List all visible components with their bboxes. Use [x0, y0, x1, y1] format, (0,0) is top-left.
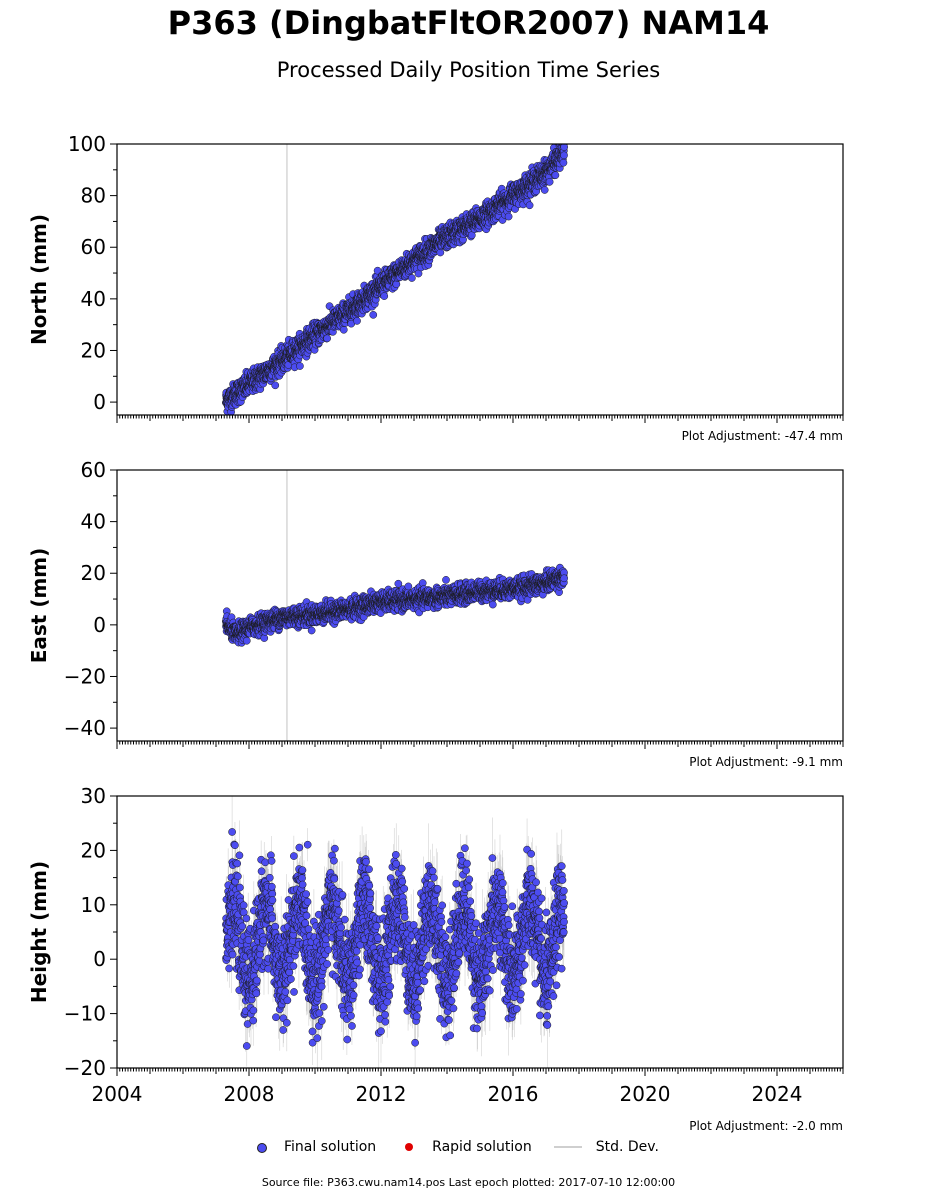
plot-frame	[116, 143, 844, 416]
y-tick-label: 60	[81, 235, 106, 259]
data-point	[408, 274, 416, 282]
data-point	[562, 144, 565, 145]
y-axis-label: North (mm)	[27, 214, 51, 345]
data-point	[525, 201, 534, 210]
y-tick-label: 80	[81, 184, 106, 208]
data-point	[353, 317, 361, 325]
data-point	[559, 158, 568, 167]
data-point	[551, 171, 560, 180]
data-point	[545, 177, 554, 186]
chart-subtitle: Processed Daily Position Time Series	[276, 58, 661, 82]
y-tick-label: 40	[81, 287, 106, 311]
data-point	[296, 362, 304, 370]
data-point	[323, 334, 331, 343]
y-tick-label: 100	[68, 132, 106, 156]
data-point	[339, 325, 348, 334]
data-point	[271, 381, 280, 390]
chart-title: P363 (DingbatFltOR2007) NAM14	[167, 4, 770, 42]
final-solution-points	[222, 144, 568, 415]
plot-area	[222, 144, 568, 415]
y-tick-label: 0	[93, 390, 106, 414]
plot-adjustment-label: Plot Adjustment: -47.4 mm	[682, 429, 843, 443]
panel-1: 0 20 40 60 80 100 North (mm) Plot Adjustment: -…	[27, 132, 844, 443]
data-point	[504, 212, 513, 221]
data-point	[369, 311, 378, 319]
y-tick-label: 20	[81, 338, 106, 362]
data-point	[380, 292, 389, 300]
data-point	[560, 151, 568, 160]
plot-area	[222, 470, 569, 741]
data-point	[540, 186, 549, 194]
